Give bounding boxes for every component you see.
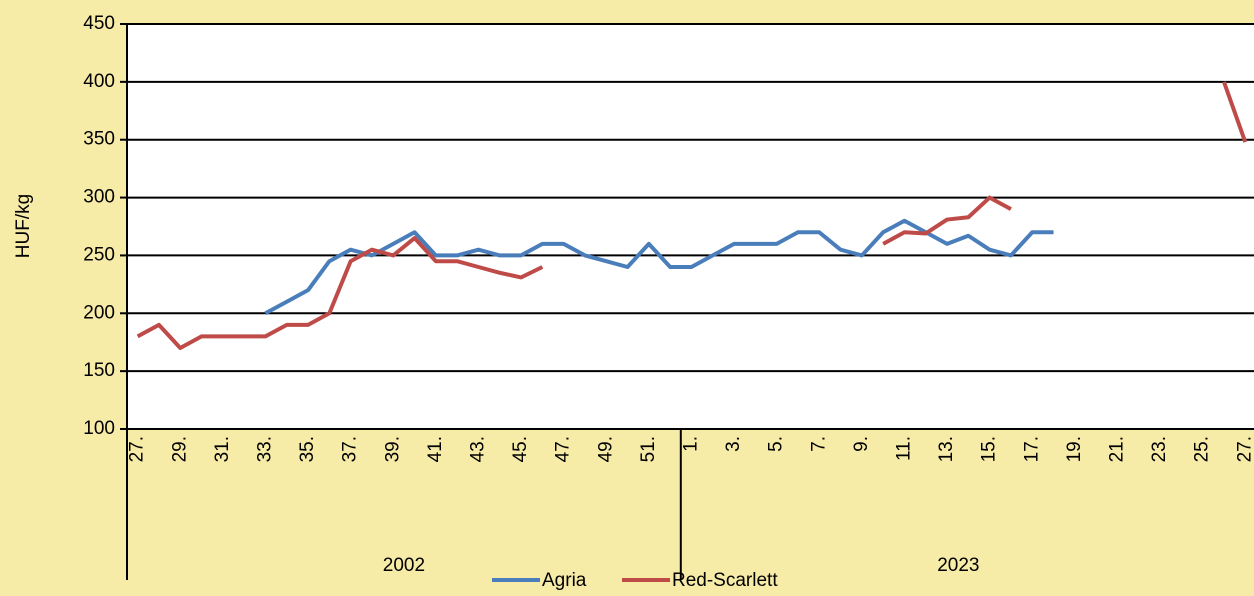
x-tick-label: 19. — [1064, 436, 1085, 462]
x-tick-label: 5. — [766, 436, 787, 452]
group-label: 2002 — [383, 555, 425, 576]
series-line — [136, 236, 544, 350]
x-tick-label: 39. — [382, 436, 403, 462]
series-line — [1222, 81, 1248, 143]
x-tick-label: 1. — [680, 436, 701, 452]
x-tick-label: 33. — [254, 436, 275, 462]
x-tick-label: 9. — [851, 436, 872, 452]
y-tick-label: 450 — [83, 13, 115, 34]
x-tick-label: 51. — [638, 436, 659, 462]
x-tick-label: 43. — [467, 436, 488, 462]
group-label: 2023 — [937, 555, 979, 576]
x-tick-label: 45. — [510, 436, 531, 462]
y-tick-label: 400 — [83, 71, 115, 92]
legend-label: Agria — [542, 570, 587, 591]
x-tick-label: 47. — [553, 436, 574, 462]
plot-area — [127, 24, 1254, 429]
y-axis-label: HUF/kg — [13, 194, 34, 258]
y-tick-label: 100 — [83, 418, 115, 439]
x-tick-label: 27. — [1234, 436, 1254, 462]
x-tick-label: 37. — [340, 436, 361, 462]
series-line — [264, 218, 1054, 316]
x-tick-label: 11. — [893, 436, 914, 461]
y-tick-label: 150 — [83, 360, 115, 381]
y-tick-label: 300 — [83, 187, 115, 208]
x-tick-label: 35. — [297, 436, 318, 462]
x-tick-label: 25. — [1192, 436, 1213, 462]
series-line — [882, 195, 1012, 246]
x-tick-label: 21. — [1106, 436, 1127, 462]
x-tick-label: 13. — [936, 436, 957, 462]
x-tick-label: 15. — [979, 436, 1000, 462]
x-tick-label: 17. — [1021, 436, 1042, 462]
x-tick-label: 31. — [212, 436, 233, 462]
x-tick-label: 23. — [1149, 436, 1170, 462]
x-tick-label: 29. — [169, 436, 190, 462]
y-tick-label: 200 — [83, 302, 115, 323]
legend-label: Red-Scarlett — [672, 570, 778, 591]
x-tick-label: 27. — [127, 436, 148, 462]
x-tick-label: 49. — [595, 436, 616, 462]
x-tick-label: 3. — [723, 436, 744, 452]
x-tick-label: 7. — [808, 436, 829, 452]
x-tick-label: 41. — [425, 436, 446, 462]
y-tick-label: 250 — [83, 244, 115, 265]
y-tick-label: 350 — [83, 129, 115, 150]
